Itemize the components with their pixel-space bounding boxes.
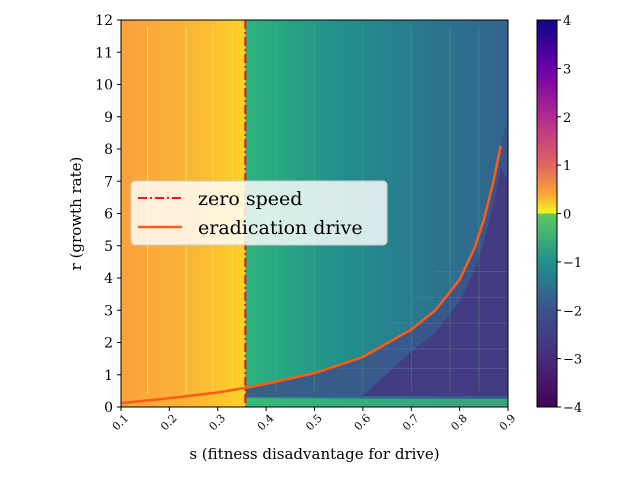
colorbar-tick-label: 3	[563, 62, 571, 77]
legend-label-zero-speed: zero speed	[198, 188, 302, 210]
y-tick-label: 8	[104, 142, 113, 158]
colorbar-ticks: 4 3 2 1 0 −1 −2 −3 −4	[557, 14, 582, 416]
y-tick-label: 10	[95, 78, 113, 94]
colorbar-tick-label: 1	[563, 159, 571, 174]
colorbar: 4 3 2 1 0 −1 −2 −3 −4	[536, 14, 582, 416]
darkest-negative-region	[362, 167, 508, 396]
colorbar-tick-label: −3	[563, 353, 582, 368]
legend-label-eradication-drive: eradication drive	[198, 217, 363, 239]
y-tick-label: 4	[104, 271, 113, 287]
y-tick-label: 0	[104, 400, 113, 416]
x-tick-label: 0.5	[303, 412, 325, 434]
x-tick-label: 0.8	[448, 412, 470, 434]
x-axis-label: s (fitness disadvantage for drive)	[189, 445, 439, 463]
y-tick-label: 6	[104, 207, 113, 223]
y-tick-label: 12	[95, 13, 113, 29]
x-tick-label: 0.9	[497, 412, 519, 434]
x-tick-label: 0.3	[206, 412, 228, 434]
legend-box	[130, 180, 388, 246]
y-tick-label: 1	[104, 368, 113, 384]
colorbar-tick-label: −4	[563, 401, 582, 416]
y-tick-label: 5	[104, 239, 113, 255]
x-axis-ticks: 0.1 0.2 0.3 0.4 0.5 0.6 0.7 0.8 0.9	[110, 407, 519, 434]
legend: zero speed eradication drive	[130, 180, 388, 246]
colorbar-tick-label: 4	[563, 14, 571, 29]
x-tick-label: 0.7	[400, 412, 422, 434]
bottom-band	[245, 398, 508, 407]
x-tick-label: 0.6	[352, 412, 374, 434]
y-tick-label: 7	[104, 174, 113, 190]
colorbar-tick-label: 2	[563, 111, 571, 126]
y-tick-label: 11	[95, 45, 113, 61]
eradication-drive-line	[121, 145, 502, 405]
y-tick-label: 9	[104, 110, 113, 126]
y-tick-label: 3	[104, 303, 113, 319]
colorbar-tick-label: −1	[563, 256, 582, 271]
colorbar-tick-label: 0	[563, 208, 571, 223]
y-axis-label: r (growth rate)	[67, 157, 85, 271]
x-tick-label: 0.4	[255, 412, 277, 434]
colorbar-tick-label: −2	[563, 304, 582, 319]
y-tick-label: 2	[104, 336, 113, 352]
colorbar-gradient	[537, 20, 557, 407]
x-tick-label: 0.2	[158, 412, 180, 434]
